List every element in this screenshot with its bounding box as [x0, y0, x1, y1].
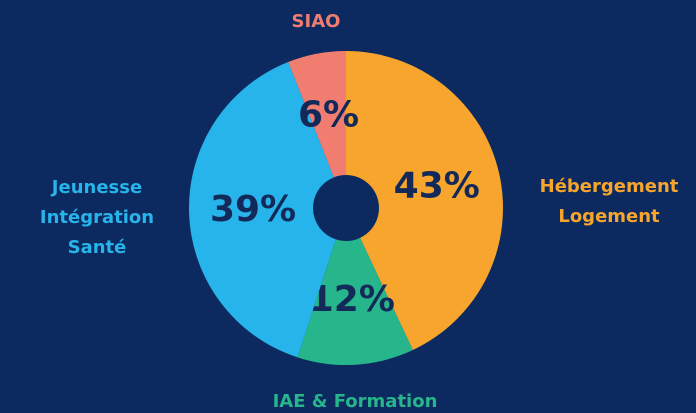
category-label: Jeunesse Intégration Santé: [40, 177, 154, 258]
category-label: IAE & Formation: [273, 391, 438, 412]
category-label: Hébergement Logement: [540, 176, 679, 227]
slice: [288, 51, 346, 178]
value-label: 6%: [298, 95, 359, 136]
slice: [297, 237, 413, 366]
value-label: 43%: [394, 166, 480, 207]
value-label: 39%: [210, 189, 296, 230]
slice: [346, 51, 503, 351]
category-label: SIAO: [292, 11, 341, 32]
slice: [189, 62, 336, 358]
value-label: 12%: [309, 279, 395, 320]
